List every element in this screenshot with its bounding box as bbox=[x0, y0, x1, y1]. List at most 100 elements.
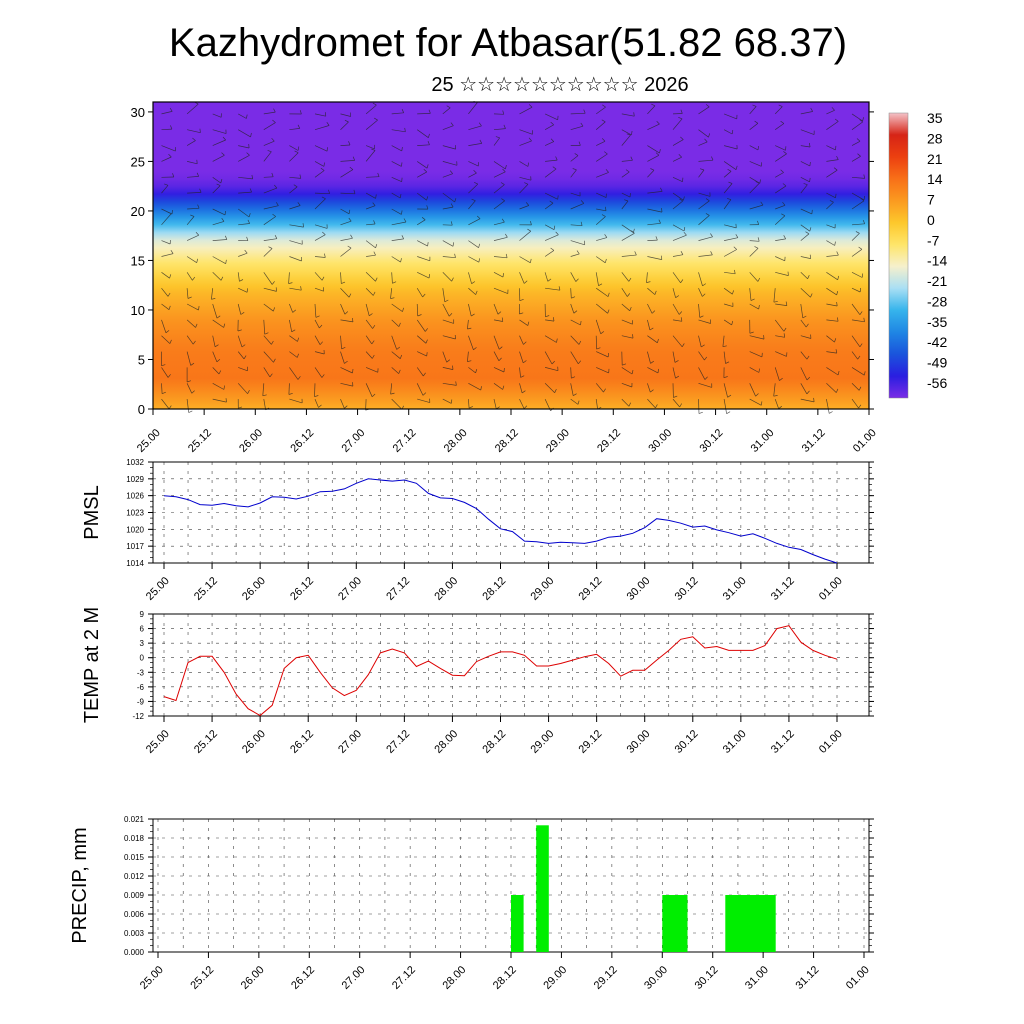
wind-barb-shaft bbox=[442, 206, 454, 210]
wind-barb-flag bbox=[519, 312, 524, 315]
wind-barb-shaft bbox=[596, 367, 609, 374]
wind-barb-flag bbox=[498, 357, 502, 362]
precip-y-tick-label: 0.000 bbox=[124, 948, 145, 957]
wind-barb-shaft bbox=[212, 154, 225, 162]
wind-barb-flag bbox=[555, 156, 558, 161]
wind-barb-flag bbox=[352, 368, 354, 374]
wind-barb-shaft bbox=[851, 303, 861, 315]
wind-barb-flag bbox=[422, 293, 426, 298]
wind-barb-flag bbox=[319, 324, 323, 329]
wind-barb-shaft bbox=[621, 232, 635, 241]
wind-barb-shaft bbox=[340, 192, 356, 195]
wind-barb-flag bbox=[374, 117, 378, 121]
wind-barb-flag bbox=[372, 202, 376, 206]
wind-barb-flag bbox=[683, 196, 685, 201]
wind-barb-flag bbox=[660, 255, 663, 260]
wind-barb-flag bbox=[857, 153, 861, 157]
wind-barb-shaft bbox=[211, 288, 214, 300]
wind-barb-shaft bbox=[493, 335, 500, 350]
wind-barb-shaft bbox=[749, 351, 763, 358]
wind-barb-flag bbox=[399, 354, 403, 359]
heatmap-y-tick-label: 0 bbox=[138, 402, 145, 417]
wind-barb-flag bbox=[246, 114, 248, 119]
wind-barb-shaft bbox=[237, 208, 250, 218]
wind-barb-flag bbox=[577, 400, 580, 405]
wind-barb-flag bbox=[705, 104, 710, 108]
wind-barb-shaft bbox=[212, 303, 218, 319]
wind-barb-flag bbox=[220, 179, 223, 184]
wind-barb-shaft bbox=[749, 335, 765, 340]
wind-barb-flag bbox=[674, 360, 679, 363]
wind-barb-flag bbox=[856, 138, 861, 142]
wind-barb-flag bbox=[758, 368, 760, 373]
wind-barb-shaft bbox=[826, 287, 837, 296]
wind-barb-flag bbox=[426, 164, 429, 169]
wind-barb-flag bbox=[171, 210, 173, 215]
wind-barb-shaft bbox=[263, 238, 277, 241]
wind-barb-shaft bbox=[365, 192, 376, 199]
wind-barb-shaft bbox=[775, 145, 786, 151]
wind-barb-shaft bbox=[391, 398, 403, 410]
wind-barb-flag bbox=[598, 283, 603, 287]
wind-barb-shaft bbox=[340, 247, 352, 257]
wind-barb-flag bbox=[246, 152, 250, 156]
wind-barb-shaft bbox=[826, 367, 839, 376]
wind-barb-shaft bbox=[186, 319, 196, 328]
wind-barb-shaft bbox=[237, 351, 245, 360]
wind-barb-flag bbox=[809, 254, 812, 259]
wind-barb-shaft bbox=[698, 319, 711, 324]
wind-barb-shaft bbox=[238, 191, 252, 194]
wind-barb-flag bbox=[348, 141, 351, 146]
wind-barb-shaft bbox=[595, 106, 606, 115]
wind-barb-flag bbox=[224, 235, 228, 240]
wind-barb-shaft bbox=[161, 303, 170, 310]
wind-barb-shaft bbox=[596, 192, 607, 198]
wind-barb-shaft bbox=[698, 215, 710, 226]
temp2m-x-tick-label: 25.12 bbox=[192, 728, 220, 756]
wind-barb-flag bbox=[683, 231, 687, 236]
wind-barb-shaft bbox=[800, 383, 808, 395]
wind-barb-shaft bbox=[647, 287, 656, 295]
wind-barb-flag bbox=[528, 104, 533, 108]
wind-barb-flag bbox=[632, 334, 634, 339]
precip-x-tick-label: 26.00 bbox=[239, 964, 267, 992]
wind-barb-shaft bbox=[365, 399, 367, 411]
wind-barb-flag bbox=[604, 151, 608, 155]
wind-barb-flag bbox=[296, 353, 299, 358]
wind-barb-shaft bbox=[161, 398, 170, 410]
temp2m-y-tick-label: -6 bbox=[137, 683, 145, 692]
wind-barb-shaft bbox=[340, 144, 351, 146]
wind-barb-shaft bbox=[263, 122, 276, 130]
wind-barb-flag bbox=[813, 397, 815, 402]
wind-barb-flag bbox=[297, 202, 301, 206]
wind-barb-shaft bbox=[544, 335, 557, 343]
wind-barb-shaft bbox=[800, 145, 811, 148]
wind-barb-flag bbox=[806, 390, 810, 395]
wind-barb-flag bbox=[198, 306, 200, 311]
wind-barb-shaft bbox=[570, 398, 579, 405]
wind-barb-shaft bbox=[340, 237, 353, 241]
wind-barb-flag bbox=[834, 118, 839, 122]
wind-barb-shaft bbox=[698, 129, 709, 138]
wind-barb-shaft bbox=[365, 351, 373, 359]
wind-barb-shaft bbox=[493, 128, 506, 131]
pmsl-x-tick-label: 30.00 bbox=[625, 575, 653, 603]
wind-barb-shaft bbox=[596, 237, 607, 241]
wind-barb-shaft bbox=[238, 367, 248, 372]
wind-barb-shaft bbox=[161, 367, 169, 378]
wind-barb-shaft bbox=[544, 234, 559, 241]
wind-barb-flag bbox=[297, 146, 300, 151]
wind-barb-shaft bbox=[595, 303, 608, 314]
wind-barb-flag bbox=[708, 133, 711, 138]
wind-barb-flag bbox=[271, 137, 275, 142]
wind-barb-flag bbox=[299, 110, 302, 115]
wind-barb-shaft bbox=[493, 171, 506, 178]
wind-barb-flag bbox=[164, 183, 169, 186]
wind-barb-flag bbox=[503, 124, 506, 129]
wind-barb-shaft bbox=[417, 398, 430, 403]
wind-barb-shaft bbox=[595, 121, 606, 130]
wind-barb-shaft bbox=[493, 287, 508, 294]
wind-barb-flag bbox=[199, 188, 202, 193]
wind-barb-flag bbox=[705, 213, 710, 216]
wind-barb-shaft bbox=[621, 171, 630, 178]
